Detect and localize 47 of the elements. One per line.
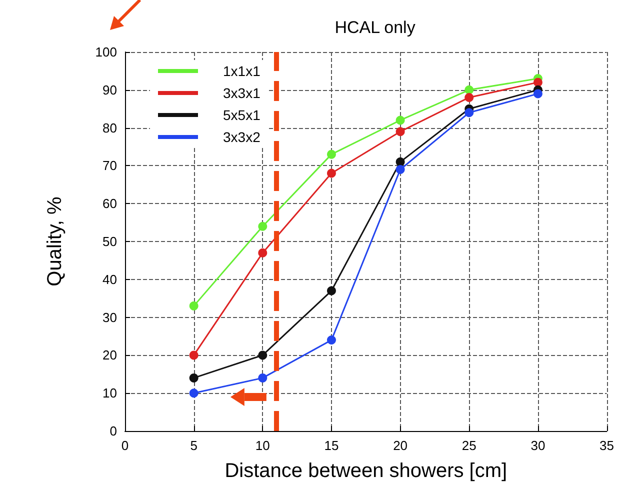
y-tick-label: 80	[102, 120, 117, 136]
point	[464, 108, 474, 118]
point	[189, 350, 198, 360]
x-axis-title: Distance between showers [cm]	[224, 460, 508, 482]
legend-label: 3x3x2	[223, 129, 261, 145]
y-tick-label: 10	[102, 386, 117, 401]
point	[326, 150, 336, 159]
point	[533, 89, 542, 98]
point	[533, 78, 542, 87]
y-tick-label: 20	[102, 348, 117, 363]
point	[464, 85, 474, 94]
point	[464, 92, 474, 102]
point	[258, 350, 268, 360]
point	[326, 168, 336, 178]
point	[396, 157, 405, 166]
x-tick-label: 5	[190, 438, 198, 453]
point	[258, 248, 268, 258]
y-tick-label: 70	[102, 158, 117, 174]
point	[258, 222, 268, 231]
point	[396, 116, 405, 125]
point	[189, 301, 198, 310]
x-tick-label: 0	[121, 438, 129, 453]
y-tick-label: 100	[95, 44, 117, 60]
y-axis-title: Quality, %	[44, 196, 66, 286]
y-tick-label: 40	[102, 272, 117, 287]
chart-title: HCAL only	[334, 18, 416, 37]
point	[326, 286, 336, 296]
point	[189, 373, 198, 382]
point	[258, 373, 268, 382]
y-tick-label: 30	[102, 310, 117, 325]
x-tick-label: 35	[600, 438, 614, 453]
point	[396, 127, 405, 136]
x-tick-label: 20	[393, 438, 408, 453]
y-tick-label: 0	[110, 424, 117, 438]
y-tick-label: 90	[102, 82, 117, 98]
legend-label: 3x3x1	[223, 85, 261, 101]
point	[326, 336, 336, 345]
legend-label: 1x1x1	[223, 63, 261, 79]
y-tick-label: 50	[102, 234, 117, 249]
point	[189, 388, 198, 398]
x-tick-label: 30	[530, 438, 546, 453]
y-tick-label: 60	[102, 196, 117, 212]
x-tick-label: 25	[462, 438, 476, 453]
legend-label: 5x5x1	[223, 107, 261, 123]
x-tick-label: 10	[255, 438, 270, 453]
x-tick-label: 15	[324, 438, 339, 453]
point	[396, 164, 405, 174]
